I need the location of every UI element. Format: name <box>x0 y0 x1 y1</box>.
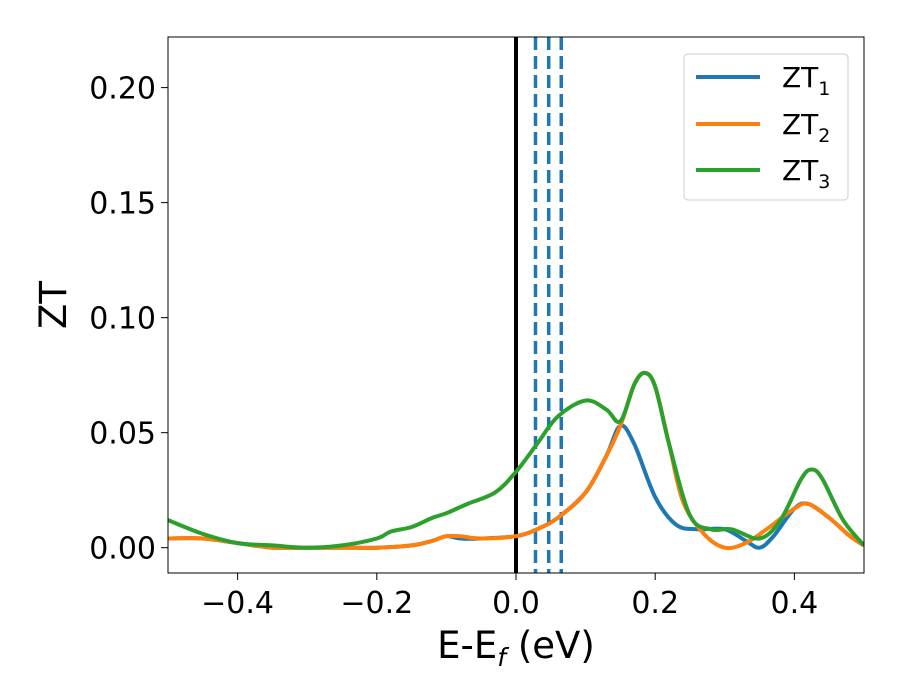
legend-label-3: ZT3 <box>782 154 830 193</box>
series-line-3 <box>168 370 864 550</box>
x-axis-ticks: −0.4 −0.2 0.0 0.2 0.4 <box>201 573 818 621</box>
legend-label-1: ZT1 <box>782 61 830 100</box>
y-tick-label: 0.00 <box>89 532 156 567</box>
legend-label-1-sub: 1 <box>818 78 830 100</box>
x-axis-title: E-Ef (eV) <box>437 624 595 672</box>
x-tick-label: 0.2 <box>631 586 679 621</box>
series-lines <box>168 370 864 551</box>
y-axis-ticks: 0.00 0.05 0.10 0.15 0.20 <box>89 72 168 567</box>
vertical-lines <box>514 37 563 573</box>
legend-frame <box>683 53 849 201</box>
y-tick-label: 0.10 <box>89 302 156 337</box>
y-tick-label: 0.20 <box>89 72 156 107</box>
legend-label-2-main: ZT <box>782 108 819 141</box>
legend: ZT1 ZT2 ZT3 <box>683 53 849 201</box>
legend-label-2-sub: 2 <box>818 125 830 147</box>
x-tick-label: 0.4 <box>771 586 819 621</box>
x-axis-title-main: E-E <box>437 624 497 667</box>
y-tick-label: 0.15 <box>89 187 156 222</box>
x-tick-label: −0.4 <box>201 586 274 621</box>
x-tick-label: −0.2 <box>340 586 413 621</box>
legend-label-2: ZT2 <box>782 108 830 147</box>
legend-label-1-main: ZT <box>782 61 819 94</box>
legend-label-3-sub: 3 <box>818 171 830 193</box>
series-line-2 <box>168 370 864 551</box>
legend-label-3-main: ZT <box>782 154 819 187</box>
x-axis-title-unit: (eV) <box>506 624 595 667</box>
y-axis-title: ZT <box>32 281 75 329</box>
x-tick-label: 0.0 <box>492 586 540 621</box>
y-tick-label: 0.05 <box>89 417 156 452</box>
